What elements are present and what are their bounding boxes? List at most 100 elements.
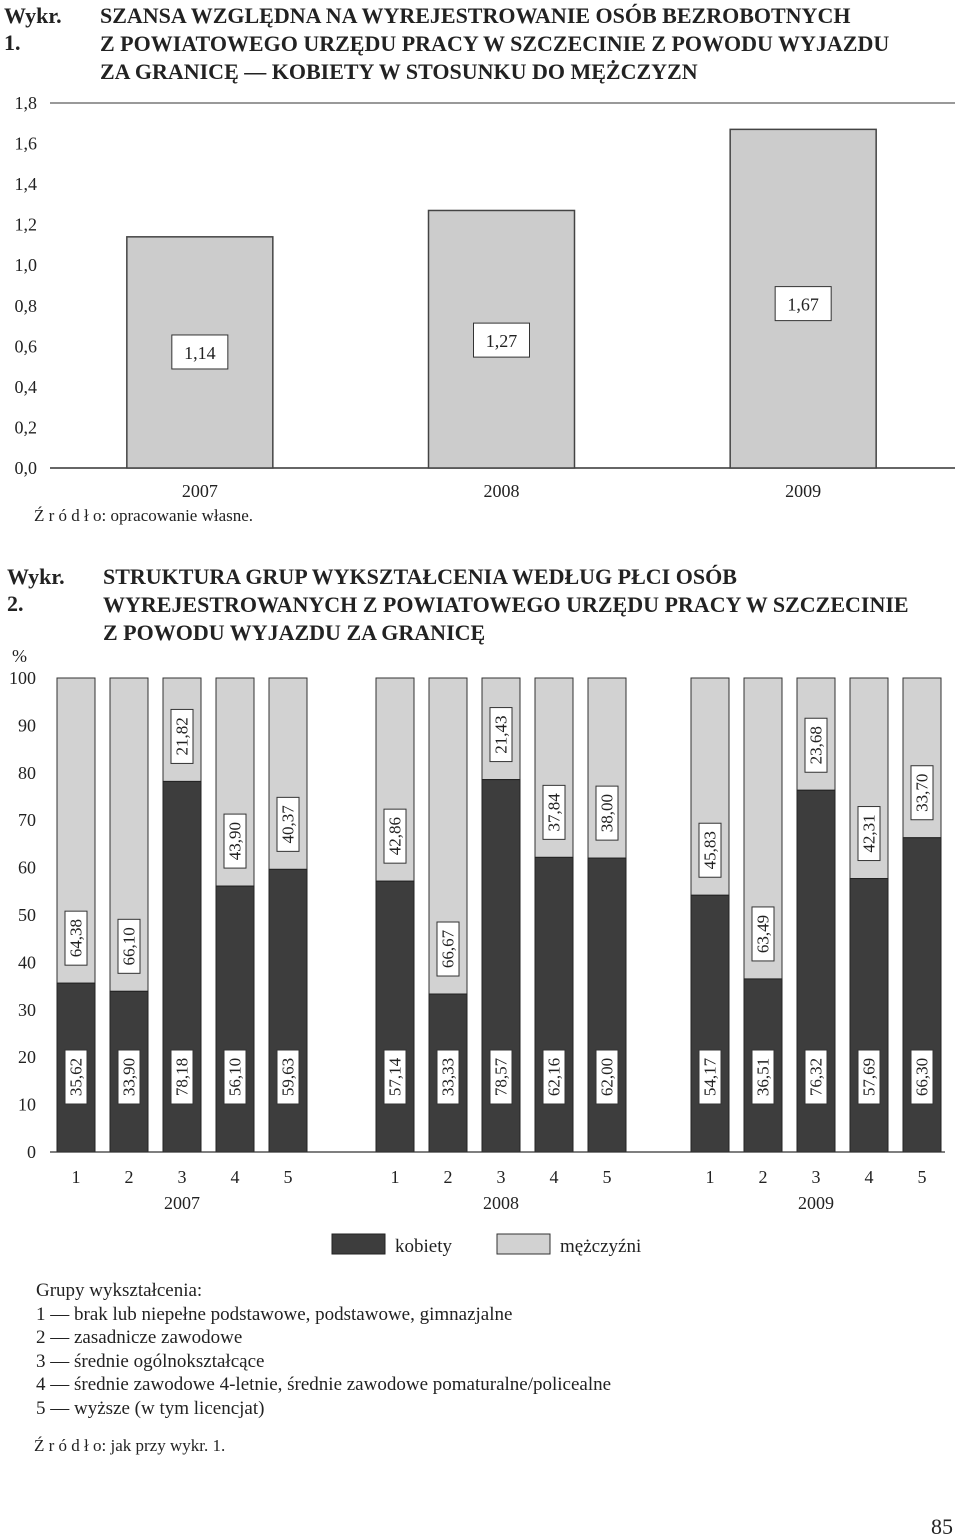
- chart2-x-tick-label: 5: [918, 1167, 927, 1187]
- group-item: 2 — zasadnicze zawodowe: [36, 1327, 243, 1348]
- chart2-data-label-kobiety-box: [595, 1049, 619, 1105]
- chart2-data-label-kobiety-box: [383, 1049, 407, 1105]
- chart1-y-tick-label: 1,8: [15, 93, 38, 113]
- chart2-y-axis-label: %: [12, 646, 27, 666]
- legend-label-kobiety: kobiety: [395, 1236, 452, 1257]
- chart1-data-label: 1,14: [184, 343, 216, 363]
- chart1-data-label-box: [473, 322, 530, 358]
- chart2-data-label-kobiety-box: [698, 1049, 722, 1105]
- chart2-data-label-kobiety-box: [751, 1049, 775, 1105]
- chart2-bar-segment-kobiety: [587, 857, 627, 1153]
- chart2-data-label-mezczyzni: 42,86: [386, 817, 405, 855]
- legend-swatch-mezczyzni: [496, 1233, 551, 1255]
- chart1-data-label-box: [171, 334, 229, 370]
- chart2-data-label-mezczyzni-box: [857, 806, 881, 862]
- chart1-y-tick-label: 1,0: [15, 255, 38, 275]
- chart2-data-label-kobiety-box: [804, 1049, 828, 1105]
- chart2-data-label-kobiety-box: [857, 1049, 881, 1105]
- chart2-x-tick-label: 1: [706, 1167, 715, 1187]
- chart2-bar-segment-kobiety: [268, 868, 308, 1153]
- chart1-y-tick-label: 0,4: [15, 377, 38, 397]
- chart1-data-label: 1,67: [787, 295, 819, 315]
- chart2-bar-segment-kobiety: [375, 880, 415, 1153]
- chart2-x-tick-label: 2: [125, 1167, 134, 1187]
- chart2-x-tick-label: 2: [444, 1167, 453, 1187]
- chart2-data-label-kobiety: 62,16: [545, 1058, 564, 1096]
- chart2-data-label-mezczyzni-box: [804, 717, 828, 773]
- chart2-data-label-mezczyzni: 33,70: [913, 774, 932, 812]
- chart2-x-tick-label: 1: [391, 1167, 400, 1187]
- chart2-title-line: Z POWODU WYJAZDU ZA GRANICĘ: [103, 620, 486, 645]
- chart2-group-label: 2008: [483, 1193, 519, 1213]
- chart2-data-label-mezczyzni: 43,90: [226, 822, 245, 860]
- chart2-data-label-kobiety-box: [117, 1049, 141, 1105]
- chart2-x-tick-label: 3: [497, 1167, 506, 1187]
- group-item: 4 — średnie zawodowe 4-letnie, średnie z…: [36, 1374, 612, 1395]
- chart1-y-tick-label: 0,0: [15, 458, 38, 478]
- education-groups-legend: Grupy wykształcenia: 1 — brak lub niepeł…: [36, 1279, 611, 1420]
- chart1-data-label: 1,27: [486, 331, 518, 351]
- chart2-data-label-mezczyzni-box: [489, 707, 513, 763]
- chart2-data-label-mezczyzni: 66,67: [439, 929, 458, 968]
- chart2-data-label-mezczyzni: 42,31: [860, 814, 879, 852]
- chart2-data-label-kobiety-box: [542, 1049, 566, 1105]
- chart2-data-label-mezczyzni-box: [64, 910, 88, 966]
- chart2-y-tick-label: 100: [9, 668, 36, 688]
- chart2-bar-segment-kobiety: [534, 856, 574, 1153]
- chart1-y-tick-label: 0,2: [15, 417, 38, 437]
- chart1-title-line: SZANSA WZGLĘDNA NA WYREJESTROWANIE OSÓB …: [100, 3, 851, 28]
- chart1-title-line: ZA GRANICĘ — KOBIETY W STOSUNKU DO MĘŻCZ…: [100, 59, 698, 84]
- chart2-data-label-mezczyzni-box: [910, 765, 934, 821]
- chart1-title-label: Wykr. 1.: [4, 3, 62, 55]
- chart2-data-label-mezczyzni: 38,00: [598, 794, 617, 832]
- group-item: 1 — brak lub niepełne podstawowe, podsta…: [36, 1303, 513, 1325]
- chart1-data-label-box: [774, 286, 832, 322]
- chart2-y-tick-label: 10: [18, 1095, 36, 1115]
- chart2-data-label-mezczyzni-box: [170, 708, 194, 764]
- chart2-data-label-mezczyzni: 45,83: [701, 831, 720, 869]
- chart2-x-tick-label: 3: [812, 1167, 821, 1187]
- chart2-data-label-kobiety-box: [223, 1049, 247, 1105]
- chart2-title-label: Wykr. 2.: [7, 564, 65, 616]
- chart2-y-tick-label: 30: [18, 1000, 36, 1020]
- chart2-data-label-kobiety: 54,17: [701, 1057, 720, 1096]
- chart2-y-tick-label: 60: [18, 858, 36, 878]
- chart2-data-label-kobiety: 36,51: [754, 1058, 773, 1096]
- chart2-title-line: STRUKTURA GRUP WYKSZTAŁCENIA WEDŁUG PŁCI…: [103, 564, 737, 589]
- chart2-data-label-mezczyzni: 66,10: [120, 927, 139, 965]
- chart2-data-label-mezczyzni: 40,37: [279, 805, 298, 844]
- chart2-x-tick-label: 4: [550, 1167, 559, 1187]
- chart2-data-label-kobiety-box: [276, 1049, 300, 1105]
- chart2-data-label-mezczyzni: 63,49: [754, 915, 773, 953]
- chart1-x-tick-label: 2007: [182, 481, 218, 501]
- chart2-data-label-mezczyzni-box: [542, 784, 566, 840]
- chart2-y-tick-label: 0: [27, 1142, 36, 1162]
- chart2-data-label-kobiety-box: [910, 1049, 934, 1105]
- chart2-data-label-kobiety-box: [489, 1049, 513, 1105]
- chart2-bar-segment-kobiety: [690, 894, 730, 1153]
- chart2-data-label-kobiety: 76,32: [807, 1058, 826, 1096]
- chart2-source: Ź r ó d ł o: jak przy wykr. 1.: [34, 1436, 226, 1455]
- chart2-bar-segment-mezczyzni: [534, 677, 574, 858]
- chart2-data-label-mezczyzni-box: [698, 822, 722, 878]
- chart2-group-label: 2007: [164, 1193, 200, 1213]
- chart2-data-label-mezczyzni: 21,43: [492, 715, 511, 753]
- groups-title: Grupy wykształcenia:: [36, 1280, 203, 1301]
- chart2-data-label-mezczyzni: 21,82: [173, 717, 192, 755]
- chart2-y-tick-label: 80: [18, 763, 36, 783]
- chart1-title-line: Z POWIATOWEGO URZĘDU PRACY W SZCZECINIE …: [100, 31, 890, 56]
- chart2-y-tick-label: 20: [18, 1047, 36, 1067]
- chart2-data-label-kobiety: 33,90: [120, 1058, 139, 1096]
- chart2-x-tick-label: 4: [231, 1167, 240, 1187]
- chart2-y-tick-label: 70: [18, 810, 36, 830]
- chart2-x-tick-label: 2: [759, 1167, 768, 1187]
- legend-swatch-kobiety: [331, 1233, 386, 1255]
- group-item: 3 — średnie ogólnokształcące: [36, 1350, 265, 1372]
- chart2-data-label-kobiety: 78,18: [173, 1058, 192, 1096]
- chart2-title-line: WYREJESTROWANYCH Z POWIATOWEGO URZĘDU PR…: [103, 592, 909, 617]
- chart2-group-label: 2009: [798, 1193, 834, 1213]
- chart2-data-label-kobiety: 66,30: [913, 1058, 932, 1096]
- chart2-data-label-mezczyzni-box: [436, 921, 460, 977]
- chart2-data-label-kobiety-box: [170, 1049, 194, 1105]
- chart1-source: Ź r ó d ł o: opracowanie własne.: [34, 506, 254, 525]
